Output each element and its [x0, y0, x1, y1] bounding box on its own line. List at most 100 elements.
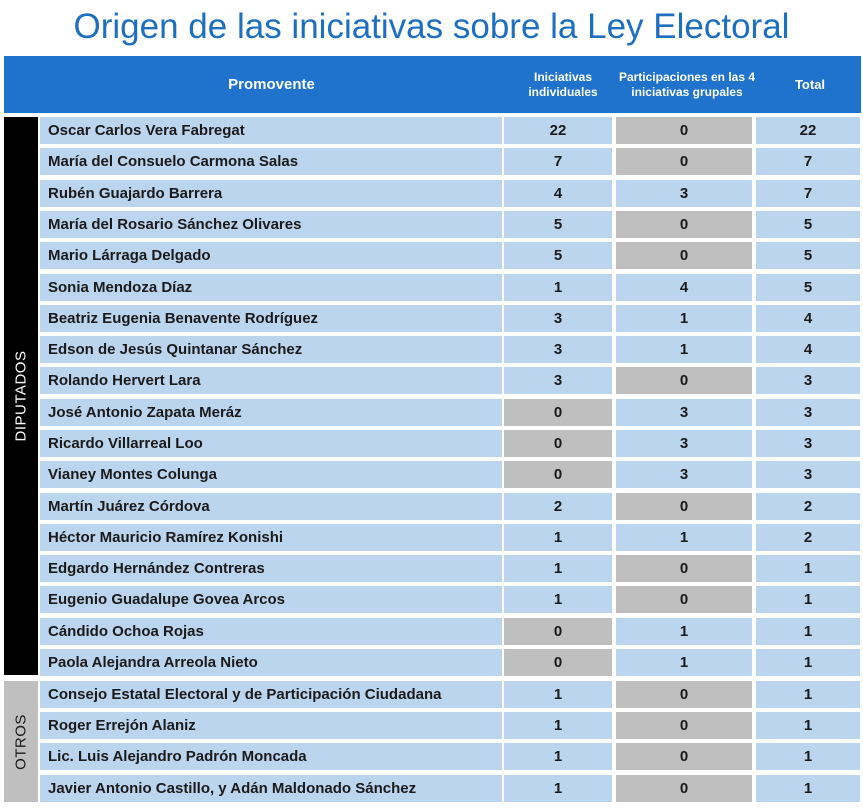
total-cell: 2	[756, 524, 860, 551]
header-individuales: Iniciativas individuales	[528, 69, 598, 99]
participaciones-cell: 0	[616, 775, 752, 802]
individuales-cell: 1	[504, 712, 612, 739]
individuales-cell: 0	[504, 399, 612, 426]
individuales-cell: 5	[504, 242, 612, 269]
participaciones-cell: 1	[616, 305, 752, 332]
promovente-cell: Héctor Mauricio Ramírez Konishi	[40, 524, 502, 551]
table-row: Sonia Mendoza Díaz 1 4 5	[0, 274, 863, 301]
promovente-cell: Eugenio Guadalupe Govea Arcos	[40, 586, 502, 613]
individuales-cell: 22	[504, 117, 612, 144]
table-row: Ricardo Villarreal Loo 0 3 3	[0, 430, 863, 457]
total-cell: 7	[756, 180, 860, 207]
promovente-cell: Paola Alejandra Arreola Nieto	[40, 649, 502, 676]
participaciones-cell: 1	[616, 649, 752, 676]
participaciones-cell: 0	[616, 211, 752, 238]
participaciones-cell: 3	[616, 430, 752, 457]
total-cell: 1	[756, 555, 860, 582]
participaciones-cell: 0	[616, 493, 752, 520]
individuales-cell: 0	[504, 618, 612, 645]
promovente-cell: Ricardo Villarreal Loo	[40, 430, 502, 457]
header-promovente: Promovente	[228, 76, 315, 93]
promovente-cell: Beatriz Eugenia Benavente Rodríguez	[40, 305, 502, 332]
promovente-cell: Roger Errejón Alaniz	[40, 712, 502, 739]
individuales-cell: 3	[504, 305, 612, 332]
header-participaciones: Participaciones en las 4 iniciativas gru…	[618, 69, 756, 99]
total-cell: 3	[756, 461, 860, 488]
group-label-diputados: DIPUTADOS	[4, 117, 38, 675]
participaciones-cell: 0	[616, 586, 752, 613]
group-label-otros: OTROS	[4, 681, 38, 802]
individuales-cell: 5	[504, 211, 612, 238]
total-cell: 3	[756, 399, 860, 426]
promovente-cell: Mario Lárraga Delgado	[40, 242, 502, 269]
promovente-cell: Rolando Hervert Lara	[40, 367, 502, 394]
table-row: Cándido Ochoa Rojas 0 1 1	[0, 618, 863, 645]
table-row: Martín Juárez Córdova 2 0 2	[0, 493, 863, 520]
promovente-cell: José Antonio Zapata Meráz	[40, 399, 502, 426]
individuales-cell: 1	[504, 775, 612, 802]
participaciones-cell: 3	[616, 399, 752, 426]
participaciones-cell: 1	[616, 336, 752, 363]
table-row: Eugenio Guadalupe Govea Arcos 1 0 1	[0, 586, 863, 613]
promovente-cell: Edgardo Hernández Contreras	[40, 555, 502, 582]
participaciones-cell: 0	[616, 148, 752, 175]
table-row: Oscar Carlos Vera Fabregat 22 0 22	[0, 117, 863, 144]
participaciones-cell: 0	[616, 367, 752, 394]
table-row: Paola Alejandra Arreola Nieto 0 1 1	[0, 649, 863, 676]
participaciones-cell: 0	[616, 117, 752, 144]
individuales-cell: 0	[504, 649, 612, 676]
promovente-cell: Cándido Ochoa Rojas	[40, 618, 502, 645]
table-row: Rubén Guajardo Barrera 4 3 7	[0, 180, 863, 207]
individuales-cell: 2	[504, 493, 612, 520]
individuales-cell: 1	[504, 274, 612, 301]
promovente-cell: Martín Juárez Córdova	[40, 493, 502, 520]
promovente-cell: Edson de Jesús Quintanar Sánchez	[40, 336, 502, 363]
promovente-cell: Rubén Guajardo Barrera	[40, 180, 502, 207]
table-header: Promovente Iniciativas individuales Part…	[4, 56, 861, 113]
participaciones-cell: 1	[616, 524, 752, 551]
promovente-cell: Sonia Mendoza Díaz	[40, 274, 502, 301]
total-cell: 1	[756, 586, 860, 613]
table-row: Roger Errejón Alaniz 1 0 1	[0, 712, 863, 739]
page-title: Origen de las iniciativas sobre la Ley E…	[73, 7, 790, 46]
individuales-cell: 7	[504, 148, 612, 175]
individuales-cell: 1	[504, 586, 612, 613]
participaciones-cell: 1	[616, 618, 752, 645]
table-row: María del Rosario Sánchez Olivares 5 0 5	[0, 211, 863, 238]
total-cell: 5	[756, 242, 860, 269]
participaciones-cell: 0	[616, 712, 752, 739]
table-row: Héctor Mauricio Ramírez Konishi 1 1 2	[0, 524, 863, 551]
table-row: Beatriz Eugenia Benavente Rodríguez 3 1 4	[0, 305, 863, 332]
total-cell: 3	[756, 367, 860, 394]
total-cell: 1	[756, 618, 860, 645]
promovente-cell: Lic. Luis Alejandro Padrón Moncada	[40, 743, 502, 770]
participaciones-cell: 0	[616, 555, 752, 582]
total-cell: 7	[756, 148, 860, 175]
individuales-cell: 1	[504, 555, 612, 582]
individuales-cell: 1	[504, 681, 612, 708]
participaciones-cell: 0	[616, 242, 752, 269]
total-cell: 1	[756, 712, 860, 739]
table-row: Vianey Montes Colunga 0 3 3	[0, 461, 863, 488]
total-cell: 5	[756, 274, 860, 301]
total-cell: 1	[756, 681, 860, 708]
table-row: María del Consuelo Carmona Salas 7 0 7	[0, 148, 863, 175]
total-cell: 3	[756, 430, 860, 457]
individuales-cell: 3	[504, 336, 612, 363]
total-cell: 1	[756, 649, 860, 676]
total-cell: 2	[756, 493, 860, 520]
individuales-cell: 1	[504, 743, 612, 770]
group-label-text: DIPUTADOS	[12, 350, 30, 442]
promovente-cell: María del Rosario Sánchez Olivares	[40, 211, 502, 238]
promovente-cell: Vianey Montes Colunga	[40, 461, 502, 488]
total-cell: 5	[756, 211, 860, 238]
participaciones-cell: 0	[616, 681, 752, 708]
total-cell: 22	[756, 117, 860, 144]
table-row: Edson de Jesús Quintanar Sánchez 3 1 4	[0, 336, 863, 363]
header-total: Total	[794, 77, 826, 92]
table-row: Mario Lárraga Delgado 5 0 5	[0, 242, 863, 269]
total-cell: 1	[756, 775, 860, 802]
individuales-cell: 0	[504, 461, 612, 488]
table-row: Rolando Hervert Lara 3 0 3	[0, 367, 863, 394]
table-row: Lic. Luis Alejandro Padrón Moncada 1 0 1	[0, 743, 863, 770]
